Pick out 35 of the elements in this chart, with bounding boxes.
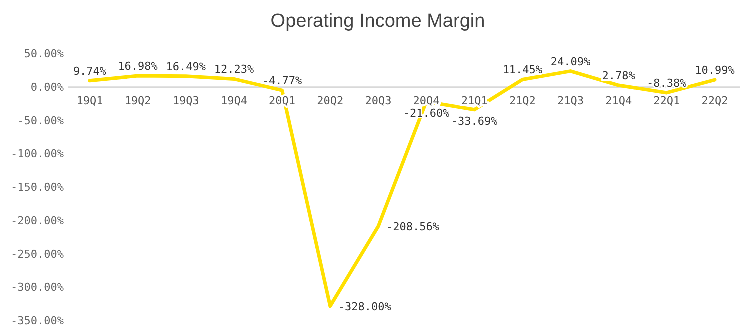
data-label: 9.74% bbox=[73, 64, 107, 78]
data-label: 12.23% bbox=[214, 63, 254, 76]
x-tick-label: 20Q3 bbox=[365, 94, 392, 108]
data-label: 11.45% bbox=[502, 64, 543, 77]
x-tick-label: 19Q1 bbox=[76, 94, 104, 108]
data-label: 24.09% bbox=[550, 55, 592, 68]
y-tick-label: -300.00% bbox=[11, 281, 64, 294]
data-label: -33.69% bbox=[451, 114, 498, 128]
y-tick-label: 0.00% bbox=[30, 80, 64, 94]
x-tick-label: 21Q1 bbox=[461, 94, 488, 108]
y-tick-label: -200.00% bbox=[11, 214, 64, 228]
y-tick-label: -250.00% bbox=[11, 248, 64, 261]
data-label: -208.56% bbox=[386, 220, 440, 234]
data-label: 16.49% bbox=[166, 60, 206, 74]
data-label: 2.78% bbox=[602, 70, 636, 83]
data-label: -4.77% bbox=[262, 74, 303, 88]
x-tick-label: 21Q2 bbox=[509, 94, 536, 108]
y-tick-label: -50.00% bbox=[18, 114, 64, 128]
chart-title: Operating Income Margin bbox=[270, 11, 486, 32]
data-label: 10.99% bbox=[695, 64, 736, 78]
x-tick-label: 22Q2 bbox=[702, 94, 728, 108]
y-tick-label: -100.00% bbox=[11, 148, 64, 161]
y-tick-label: -150.00% bbox=[11, 181, 64, 194]
y-tick-label: 50.00% bbox=[24, 48, 64, 61]
x-tick-label: 21Q3 bbox=[558, 94, 584, 108]
x-tick-label: 20Q2 bbox=[317, 94, 344, 108]
x-tick-label: 22Q1 bbox=[654, 94, 680, 108]
x-tick-label: 21Q4 bbox=[606, 94, 632, 108]
x-tick-label: 19Q4 bbox=[220, 94, 248, 108]
data-label: -328.00% bbox=[338, 300, 392, 314]
y-tick-label: -350.00% bbox=[11, 314, 64, 328]
data-label: -8.38% bbox=[647, 76, 688, 90]
x-tick-label: 19Q3 bbox=[172, 94, 200, 108]
x-tick-label: 19Q2 bbox=[124, 94, 152, 108]
data-label: 16.98% bbox=[118, 60, 158, 74]
